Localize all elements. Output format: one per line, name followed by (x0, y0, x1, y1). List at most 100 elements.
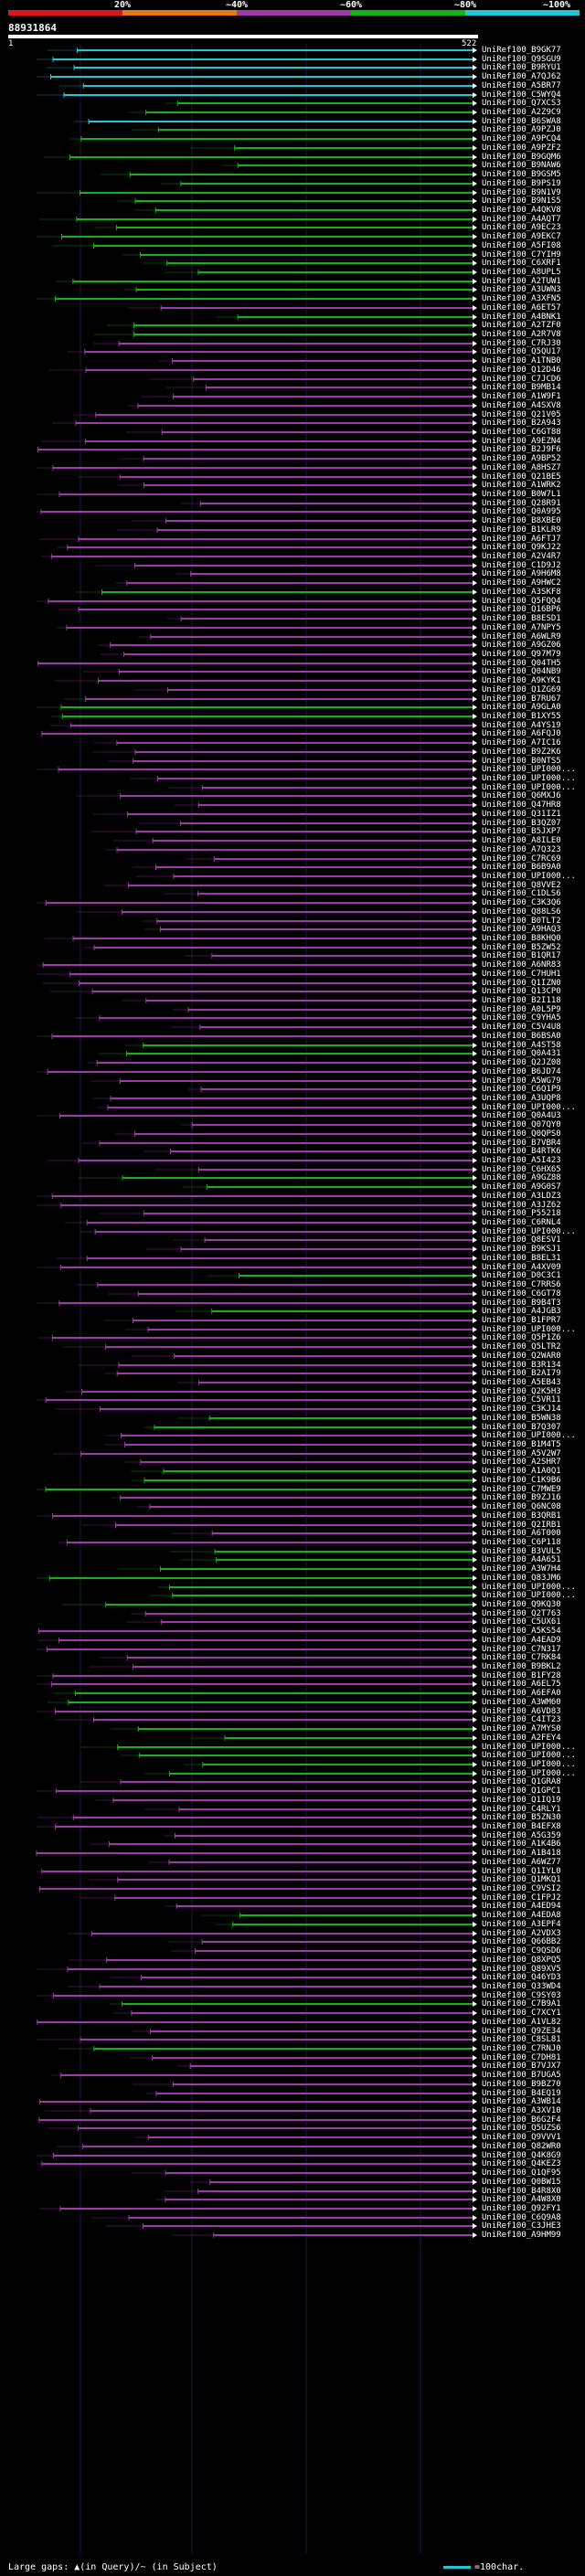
hit-row[interactable] (47, 1700, 477, 1705)
hit-row[interactable] (48, 2125, 477, 2131)
hit-label[interactable]: UniRef100_B9NAW6 (482, 161, 561, 170)
hit-row[interactable] (131, 1353, 477, 1359)
hit-row[interactable] (90, 1078, 477, 1084)
hit-label[interactable]: UniRef100_A6NR83 (482, 960, 561, 970)
hit-label[interactable]: UniRef100_B2AI79 (482, 1369, 561, 1378)
hit-row[interactable] (37, 234, 477, 239)
hit-row[interactable] (63, 1389, 477, 1394)
hit-row[interactable] (55, 279, 477, 284)
hit-label[interactable]: UniRef100_Q4KEZ3 (482, 2159, 561, 2168)
hit-row[interactable] (37, 1966, 477, 1972)
hit-label[interactable]: UniRef100_A3JZ62 (482, 1201, 561, 1210)
hit-row[interactable] (122, 998, 477, 1003)
hit-row[interactable] (92, 811, 477, 817)
hit-row[interactable] (37, 767, 477, 772)
hit-row[interactable] (82, 669, 477, 674)
hit-label[interactable]: UniRef100_A1WRK2 (482, 481, 561, 490)
hit-label[interactable]: UniRef100_B9PS19 (482, 179, 561, 188)
hit-row[interactable] (124, 1043, 477, 1048)
hit-row[interactable] (37, 1869, 477, 1874)
hit-label[interactable]: UniRef100_A1TNB0 (482, 356, 561, 366)
hit-label[interactable]: UniRef100_Q8XPQ5 (482, 1956, 561, 1965)
hit-label[interactable]: UniRef100_Q5UZS6 (482, 2124, 561, 2133)
hit-label[interactable]: UniRef100_UPI000... (482, 1431, 576, 1440)
hit-label[interactable]: UniRef100_C6HX65 (482, 1165, 561, 1174)
hit-label[interactable]: UniRef100_C8SL81 (482, 2035, 561, 2044)
hit-label[interactable]: UniRef100_C7YIH9 (482, 250, 561, 260)
hit-row[interactable] (37, 492, 477, 497)
hit-label[interactable]: UniRef100_Q33WD4 (482, 1982, 561, 1991)
hit-row[interactable] (80, 1779, 477, 1785)
hit-row[interactable] (184, 1762, 477, 1767)
hit-label[interactable]: UniRef100_Q1IYL0 (482, 1867, 561, 1876)
hit-row[interactable] (37, 1575, 477, 1581)
hit-label[interactable]: UniRef100_B8EL31 (482, 1254, 561, 1263)
hit-label[interactable]: UniRef100_B9N1S5 (482, 196, 561, 206)
hit-label[interactable]: UniRef100_A7NPY5 (482, 623, 561, 632)
hit-label[interactable]: UniRef100_B0W7L1 (482, 490, 561, 499)
hit-label[interactable]: UniRef100_Q82WR0 (482, 2142, 561, 2151)
hit-row[interactable] (76, 1282, 477, 1288)
hit-label[interactable]: UniRef100_C7B9A1 (482, 1999, 561, 2009)
hit-row[interactable] (37, 1886, 477, 1892)
hit-label[interactable]: UniRef100_Q0QPS0 (482, 1129, 561, 1139)
hit-row[interactable] (125, 429, 477, 435)
hit-label[interactable]: UniRef100_A8ILE0 (482, 836, 561, 845)
hit-row[interactable] (55, 1406, 477, 1412)
hit-row[interactable] (100, 1211, 477, 1216)
hit-label[interactable]: UniRef100_Q92FY1 (482, 2204, 561, 2213)
hit-label[interactable]: UniRef100_C4RLY1 (482, 1805, 561, 1814)
hit-row[interactable] (76, 909, 477, 915)
hit-row[interactable] (37, 2099, 477, 2104)
hit-label[interactable]: UniRef100_A9HM99 (482, 2231, 561, 2240)
hit-row[interactable] (183, 1184, 477, 1190)
hit-row[interactable] (37, 1513, 477, 1519)
hit-row[interactable] (168, 785, 477, 790)
hit-label[interactable]: UniRef100_A2FEY4 (482, 1733, 561, 1743)
hit-label[interactable]: UniRef100_A1K4B6 (482, 1839, 561, 1849)
hit-label[interactable]: UniRef100_Q1MKQ1 (482, 1875, 561, 1884)
hit-row[interactable] (36, 1850, 477, 1856)
hit-row[interactable] (117, 198, 477, 204)
hit-row[interactable] (95, 1797, 477, 1803)
hit-row[interactable] (126, 1619, 477, 1625)
hit-row[interactable] (76, 793, 477, 799)
hit-row[interactable] (140, 394, 477, 399)
hit-row[interactable] (143, 260, 477, 266)
hit-label[interactable]: UniRef100_P55218 (482, 1209, 561, 1218)
hit-label[interactable]: UniRef100_C6XRF1 (482, 259, 561, 268)
hit-row[interactable] (65, 1220, 477, 1225)
hit-row[interactable] (37, 971, 477, 977)
hit-row[interactable] (49, 989, 477, 994)
hit-label[interactable]: UniRef100_Q5QU17 (482, 347, 561, 356)
hit-label[interactable]: UniRef100_C6Q1P9 (482, 1085, 561, 1094)
hit-label[interactable]: UniRef100_C7RK84 (482, 1653, 561, 1662)
hit-label[interactable]: UniRef100_Q9KQ30 (482, 1600, 561, 1609)
hit-label[interactable]: UniRef100_Q1GRA8 (482, 1777, 561, 1786)
hit-label[interactable]: UniRef100_C3JHE3 (482, 2221, 561, 2231)
hit-row[interactable] (164, 1903, 477, 1909)
hit-label[interactable]: UniRef100_A2SHR7 (482, 1458, 561, 1467)
hit-row[interactable] (134, 687, 477, 693)
hit-row[interactable] (144, 1807, 477, 1812)
hit-row[interactable] (128, 2055, 477, 2061)
hit-row[interactable] (170, 1024, 477, 1030)
hit-row[interactable] (84, 945, 477, 950)
hit-row[interactable] (176, 1380, 477, 1385)
hit-label[interactable]: UniRef100_Q12D46 (482, 366, 561, 375)
hit-row[interactable] (171, 1531, 477, 1536)
hit-row[interactable] (37, 447, 477, 452)
hit-label[interactable]: UniRef100_B4EFX8 (482, 1822, 561, 1831)
hit-row[interactable] (100, 652, 477, 657)
hit-row[interactable] (81, 1522, 477, 1528)
hit-row[interactable] (185, 856, 477, 862)
hit-row[interactable] (87, 1060, 477, 1065)
hit-label[interactable]: UniRef100_Q28R91 (482, 499, 561, 508)
hit-label[interactable]: UniRef100_B2A943 (482, 419, 561, 428)
hit-label[interactable]: UniRef100_A5V2W7 (482, 1449, 561, 1458)
hit-row[interactable] (117, 1566, 477, 1572)
hit-row[interactable] (158, 358, 477, 364)
hit-label[interactable]: UniRef100_Q0A995 (482, 507, 561, 516)
hit-label[interactable]: UniRef100_Q2IRB1 (482, 1521, 561, 1530)
hit-row[interactable] (115, 1131, 477, 1137)
